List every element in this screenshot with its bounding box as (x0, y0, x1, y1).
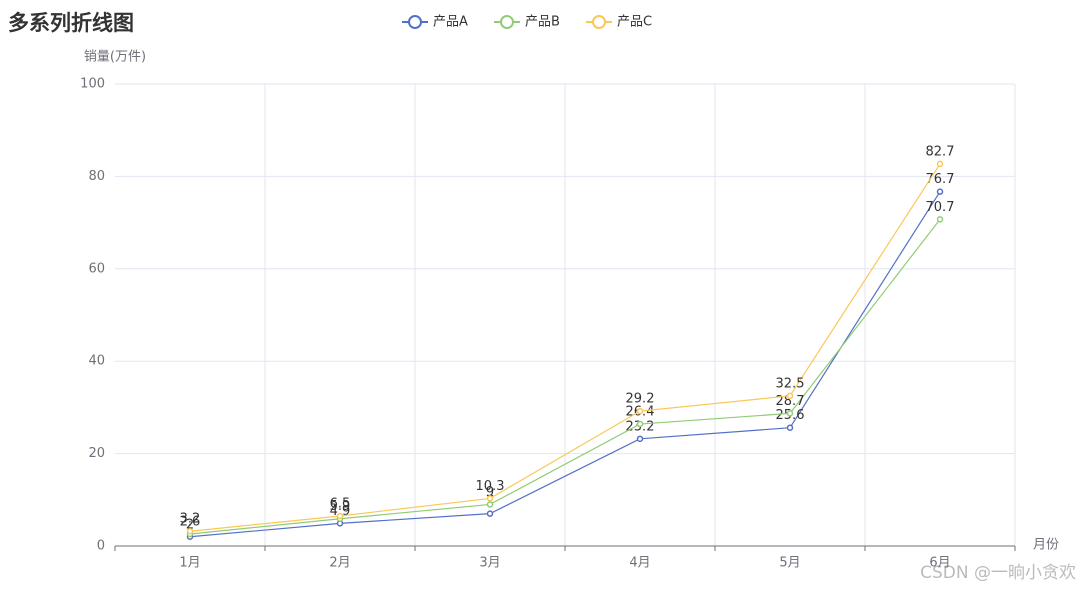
watermark: CSDN @一晌小贪欢 (920, 563, 1076, 583)
value-label: 29.2 (626, 392, 655, 407)
point (186, 527, 194, 535)
series-line (189, 218, 941, 535)
point (636, 435, 644, 443)
value-label: 2.6 (180, 514, 201, 529)
legend-label: 产品B (525, 15, 560, 30)
y-axis-label: 销量(万件) (84, 50, 146, 65)
x-tick-label: 6月 (929, 556, 950, 571)
value-label: 10.3 (476, 479, 505, 494)
value-label: 28.7 (776, 394, 805, 409)
legend-label: 产品A (433, 15, 468, 30)
point (336, 512, 344, 520)
series-line (189, 163, 941, 532)
point (486, 501, 494, 508)
value-label: 9 (486, 485, 494, 500)
point (636, 420, 644, 428)
series-line (189, 191, 941, 538)
value-label: 82.7 (926, 144, 955, 159)
x-tick-label: 4月 (629, 556, 650, 571)
y-tick-label: 40 (88, 354, 105, 369)
value-label: 32.5 (776, 376, 805, 391)
y-tick-label: 60 (88, 261, 105, 276)
point (936, 188, 944, 195)
point (786, 392, 794, 400)
x-tick-label: 3月 (479, 556, 500, 571)
x-axis-label: 月份 (1033, 538, 1059, 553)
value-label: 3.2 (180, 512, 201, 527)
legend-label: 产品C (617, 15, 652, 30)
x-tick-label: 2月 (329, 556, 350, 571)
y-tick-label: 0 (97, 539, 105, 554)
value-label: 5.9 (330, 499, 351, 514)
x-tick-label: 5月 (779, 556, 800, 571)
point (786, 424, 794, 431)
y-tick-label: 100 (80, 77, 105, 92)
chart-title: 多系列折线图 (8, 11, 134, 35)
legend-symbol (592, 15, 606, 29)
y-tick-label: 80 (88, 169, 105, 184)
point (486, 510, 494, 517)
value-label: 6.5 (330, 496, 351, 511)
point (486, 495, 494, 502)
point (936, 216, 944, 223)
legend-symbol (500, 15, 514, 29)
legend-symbol (408, 15, 422, 29)
point (636, 407, 644, 415)
x-tick-label: 1月 (179, 556, 200, 571)
y-tick-label: 20 (88, 446, 105, 461)
value-label: 2 (186, 517, 194, 532)
value-label: 70.7 (926, 200, 955, 215)
point (786, 410, 794, 417)
point (936, 160, 944, 168)
